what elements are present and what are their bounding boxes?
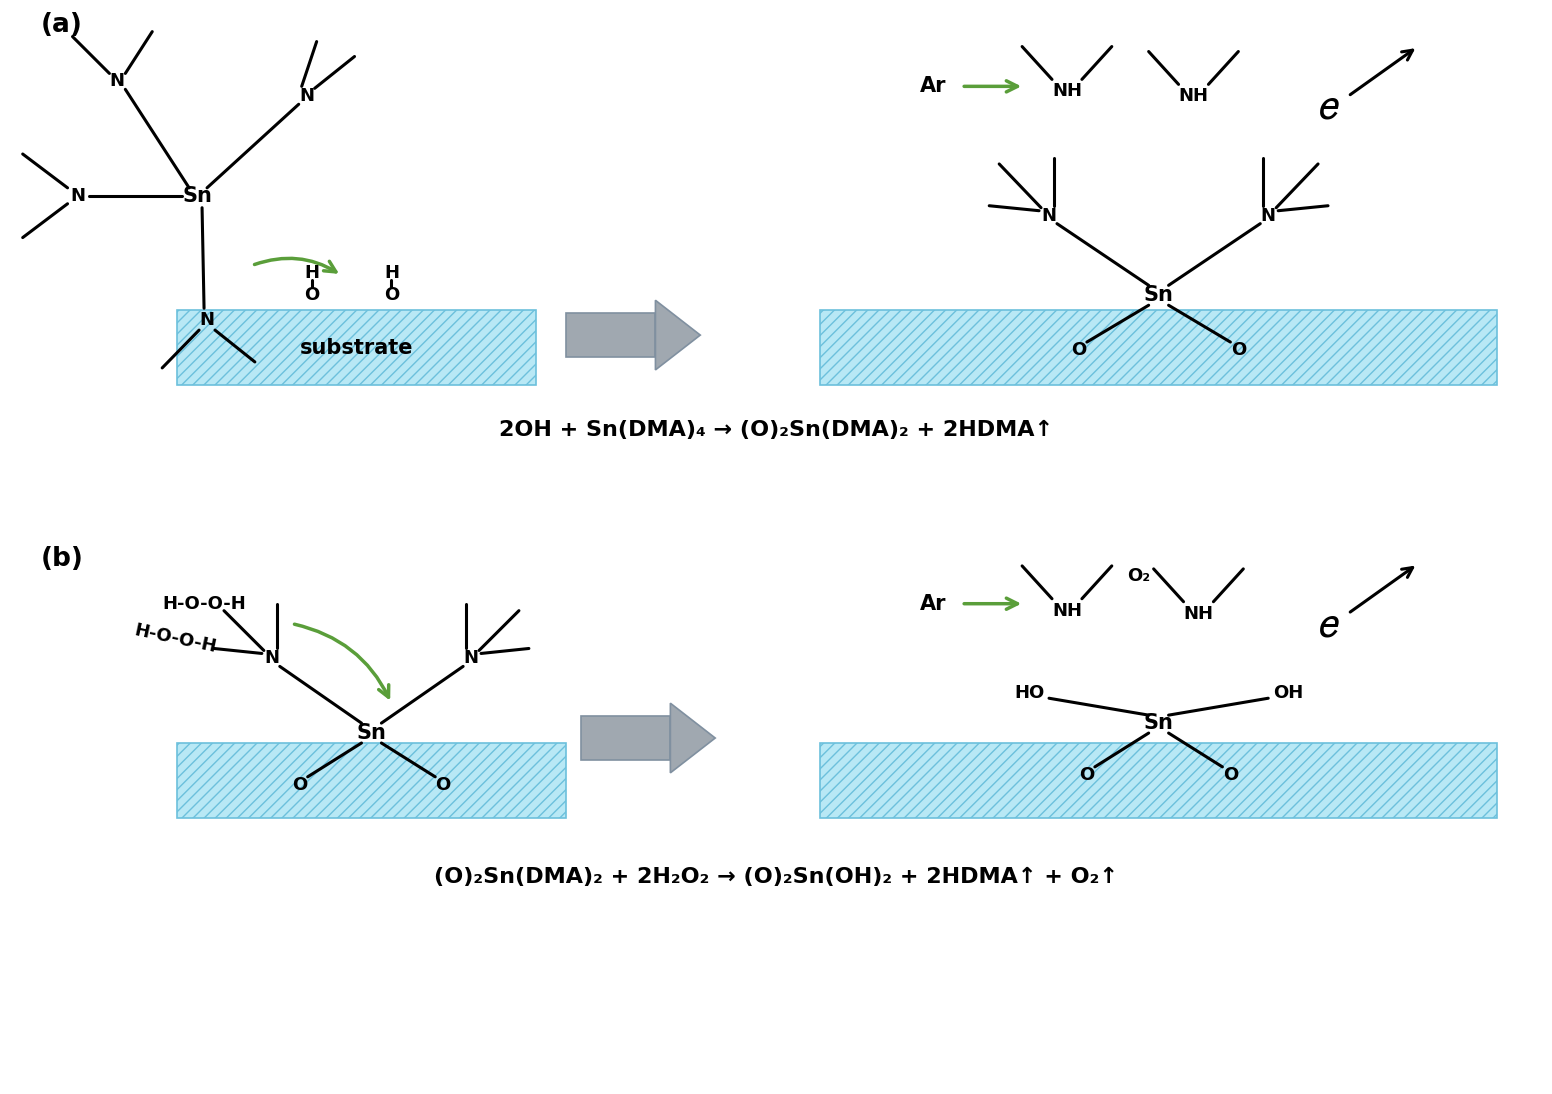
Text: N: N <box>1041 207 1057 224</box>
Text: Sn: Sn <box>182 186 213 206</box>
Text: (a): (a) <box>40 12 82 37</box>
Polygon shape <box>655 300 700 370</box>
Bar <box>819 311 1498 385</box>
Bar <box>177 311 535 385</box>
Bar <box>177 311 535 385</box>
Text: N: N <box>464 650 478 667</box>
Text: O: O <box>292 776 307 794</box>
Text: HO: HO <box>1013 684 1044 702</box>
Text: N: N <box>264 650 279 667</box>
Polygon shape <box>670 703 715 772</box>
Text: (b): (b) <box>40 546 84 572</box>
Text: O: O <box>436 776 450 794</box>
Text: $\mathcal{e}$: $\mathcal{e}$ <box>1316 602 1339 645</box>
Text: O: O <box>1223 766 1238 783</box>
Text: N: N <box>70 187 85 205</box>
Text: O: O <box>1231 341 1246 359</box>
Bar <box>819 743 1498 817</box>
Text: H-O-O-H: H-O-O-H <box>132 621 217 656</box>
Text: 2OH + Sn(DMA)₄ → (O)₂Sn(DMA)₂ + 2HDMA↑: 2OH + Sn(DMA)₄ → (O)₂Sn(DMA)₂ + 2HDMA↑ <box>498 420 1054 440</box>
Text: NH: NH <box>1052 602 1082 619</box>
Bar <box>177 743 566 817</box>
Text: O: O <box>1071 341 1086 359</box>
Text: Sn: Sn <box>1144 713 1173 733</box>
Text: N: N <box>200 311 214 329</box>
Bar <box>177 743 566 817</box>
Text: O: O <box>1079 766 1094 783</box>
Text: OH: OH <box>1273 684 1304 702</box>
Text: Ar: Ar <box>919 77 947 96</box>
Text: H: H <box>304 265 320 282</box>
Text: N: N <box>1260 207 1276 224</box>
Bar <box>566 313 655 357</box>
Text: H-O-O-H: H-O-O-H <box>163 595 245 613</box>
Bar <box>819 311 1498 385</box>
Text: O: O <box>304 287 320 304</box>
Text: substrate: substrate <box>300 338 413 358</box>
Text: NH: NH <box>1178 88 1209 105</box>
Text: (O)₂Sn(DMA)₂ + 2H₂O₂ → (O)₂Sn(OH)₂ + 2HDMA↑ + O₂↑: (O)₂Sn(DMA)₂ + 2H₂O₂ → (O)₂Sn(OH)₂ + 2HD… <box>435 868 1117 887</box>
Text: Sn: Sn <box>1144 286 1173 305</box>
Text: NH: NH <box>1052 82 1082 101</box>
Text: Ar: Ar <box>919 594 947 614</box>
Text: H: H <box>383 265 399 282</box>
Text: Sn: Sn <box>357 723 386 743</box>
Text: $\mathcal{e}$: $\mathcal{e}$ <box>1316 84 1339 128</box>
Text: O: O <box>383 287 399 304</box>
Text: N: N <box>300 88 314 105</box>
Bar <box>580 717 670 760</box>
Text: O₂: O₂ <box>1127 567 1150 585</box>
Text: N: N <box>110 72 124 91</box>
Bar <box>819 743 1498 817</box>
Text: NH: NH <box>1184 605 1214 622</box>
